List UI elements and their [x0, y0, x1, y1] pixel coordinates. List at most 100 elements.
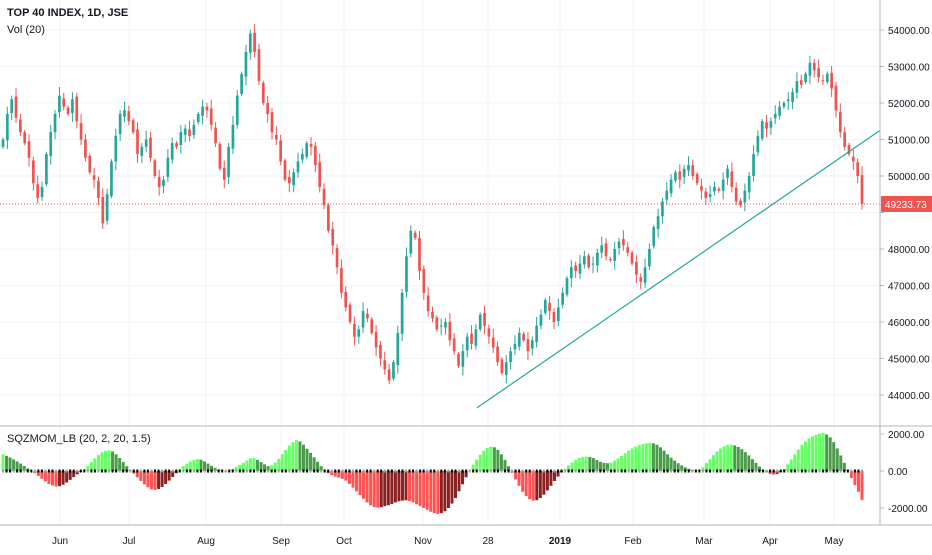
- osc-bar[interactable]: [100, 452, 104, 472]
- candle[interactable]: [335, 244, 339, 275]
- candle[interactable]: [661, 197, 664, 224]
- candle-body[interactable]: [682, 168, 686, 177]
- candle[interactable]: [23, 130, 27, 146]
- candle-body[interactable]: [118, 113, 122, 135]
- candle-body[interactable]: [218, 144, 222, 169]
- osc-bar[interactable]: [259, 462, 263, 471]
- candle[interactable]: [830, 65, 833, 98]
- osc-bar[interactable]: [153, 471, 157, 490]
- osc-bar[interactable]: [376, 471, 380, 508]
- candle-body[interactable]: [201, 106, 204, 116]
- candle[interactable]: [630, 250, 634, 266]
- candle[interactable]: [496, 341, 499, 366]
- candle[interactable]: [752, 145, 755, 182]
- candle[interactable]: [708, 185, 712, 203]
- candle[interactable]: [248, 29, 252, 60]
- candle-body[interactable]: [392, 362, 395, 379]
- osc-bar[interactable]: [644, 443, 648, 471]
- candle-body[interactable]: [5, 113, 9, 141]
- osc-bar[interactable]: [754, 462, 758, 471]
- candle[interactable]: [5, 106, 9, 150]
- osc-bar[interactable]: [666, 454, 670, 471]
- candle-body[interactable]: [665, 190, 669, 200]
- candle[interactable]: [843, 126, 846, 151]
- osc-bar[interactable]: [369, 471, 373, 506]
- candle-body[interactable]: [561, 292, 564, 305]
- candle-body[interactable]: [851, 156, 855, 162]
- candle-body[interactable]: [405, 256, 408, 292]
- candle-body[interactable]: [361, 311, 365, 328]
- candle-body[interactable]: [804, 73, 807, 83]
- osc-bar[interactable]: [192, 459, 196, 471]
- osc-bar[interactable]: [50, 471, 54, 486]
- osc-bar[interactable]: [648, 442, 652, 471]
- candle[interactable]: [609, 256, 612, 263]
- candle-body[interactable]: [266, 103, 269, 114]
- osc-bar[interactable]: [160, 471, 164, 487]
- osc-bar[interactable]: [114, 454, 118, 471]
- osc-bar[interactable]: [142, 471, 146, 485]
- candle-body[interactable]: [765, 122, 768, 129]
- candle-body[interactable]: [474, 329, 478, 346]
- osc-bar[interactable]: [418, 471, 422, 507]
- candle[interactable]: [847, 142, 851, 157]
- osc-bar[interactable]: [712, 455, 716, 471]
- osc-bar[interactable]: [319, 466, 323, 471]
- candle-body[interactable]: [344, 291, 348, 308]
- osc-bar[interactable]: [54, 471, 58, 487]
- candle-body[interactable]: [444, 322, 447, 328]
- osc-bar[interactable]: [832, 442, 836, 471]
- osc-bar[interactable]: [549, 471, 553, 486]
- candle[interactable]: [353, 316, 356, 346]
- osc-bar[interactable]: [171, 471, 175, 477]
- osc-bar[interactable]: [199, 459, 203, 471]
- candle-body[interactable]: [752, 154, 755, 176]
- candle[interactable]: [517, 327, 521, 351]
- candle[interactable]: [491, 328, 495, 354]
- osc-bar[interactable]: [358, 471, 362, 496]
- candle[interactable]: [170, 137, 174, 164]
- candle-body[interactable]: [678, 171, 682, 180]
- osc-bar[interactable]: [489, 446, 493, 471]
- candle-body[interactable]: [97, 180, 100, 198]
- candle[interactable]: [431, 306, 434, 323]
- osc-bar[interactable]: [722, 446, 726, 471]
- candle[interactable]: [652, 224, 656, 249]
- osc-bar[interactable]: [556, 471, 560, 477]
- osc-bar[interactable]: [8, 457, 12, 471]
- candle-body[interactable]: [691, 165, 695, 176]
- osc-bar[interactable]: [821, 432, 825, 471]
- osc-bar[interactable]: [213, 467, 217, 471]
- candle[interactable]: [214, 122, 217, 147]
- candle-body[interactable]: [374, 332, 378, 348]
- osc-bar[interactable]: [655, 444, 659, 471]
- osc-bar[interactable]: [528, 471, 532, 500]
- candle[interactable]: [635, 254, 638, 284]
- candle-body[interactable]: [574, 265, 578, 271]
- candle-body[interactable]: [131, 120, 135, 133]
- candle[interactable]: [639, 273, 643, 289]
- candle[interactable]: [261, 80, 265, 106]
- osc-bar[interactable]: [245, 460, 249, 471]
- candle-body[interactable]: [32, 160, 35, 184]
- candle-body[interactable]: [327, 205, 330, 231]
- candle-body[interactable]: [648, 249, 651, 267]
- candle[interactable]: [366, 308, 369, 323]
- candle[interactable]: [348, 302, 352, 325]
- osc-bar[interactable]: [842, 462, 846, 471]
- candle[interactable]: [682, 164, 686, 185]
- osc-bar[interactable]: [839, 455, 843, 471]
- candle[interactable]: [19, 113, 22, 137]
- candle-body[interactable]: [426, 295, 430, 312]
- candle-body[interactable]: [452, 338, 456, 352]
- osc-bar[interactable]: [121, 462, 125, 471]
- osc-bar[interactable]: [757, 466, 761, 471]
- candle[interactable]: [209, 99, 213, 131]
- osc-bar[interactable]: [19, 463, 23, 471]
- osc-bar[interactable]: [602, 462, 606, 471]
- candle[interactable]: [461, 344, 465, 376]
- osc-bar[interactable]: [386, 471, 390, 506]
- candle[interactable]: [678, 164, 682, 189]
- candle[interactable]: [713, 181, 716, 196]
- candle-body[interactable]: [808, 62, 812, 76]
